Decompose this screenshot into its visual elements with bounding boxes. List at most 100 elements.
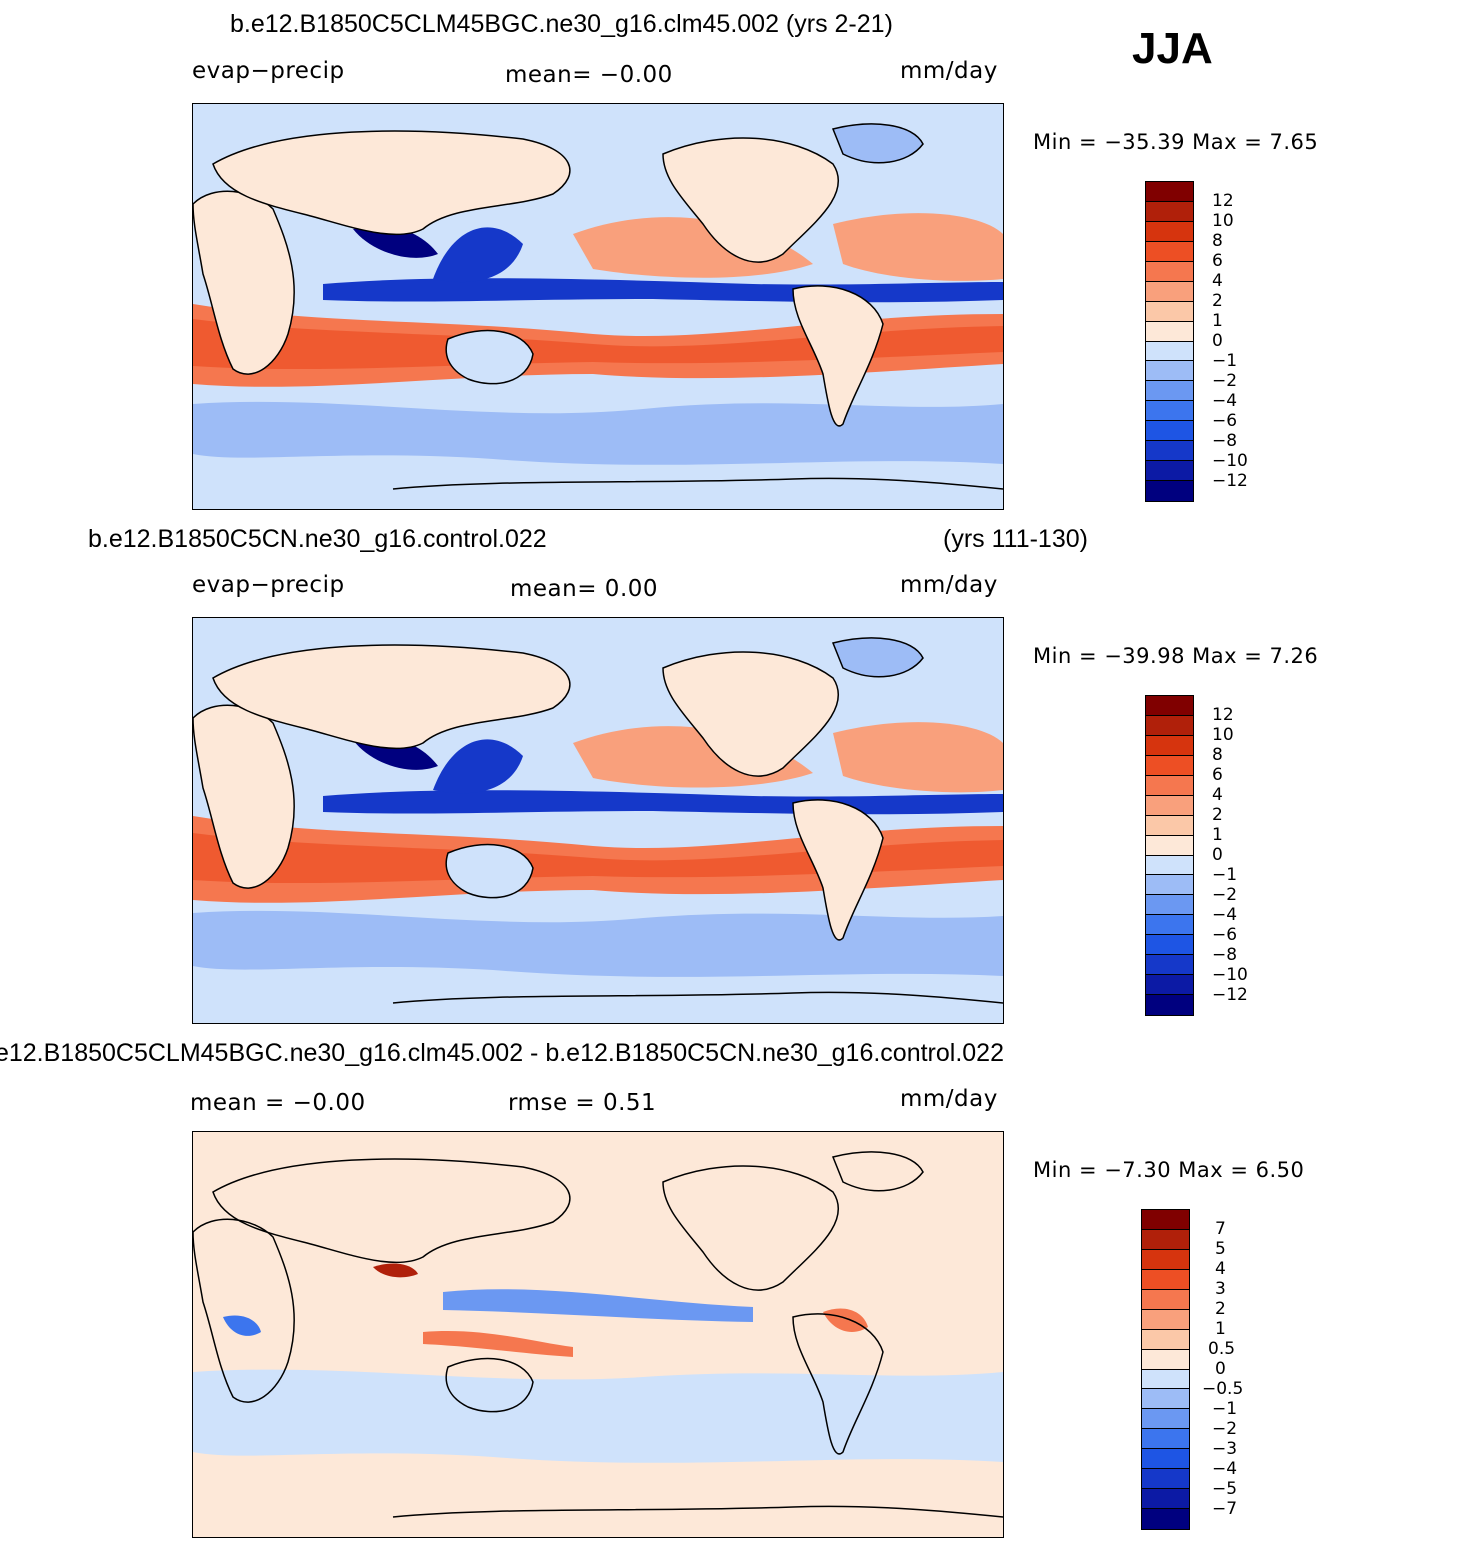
panel1-mean-label: mean= −0.00 [505,62,673,88]
panel2-tick: 10 [1212,725,1234,745]
panel3-itcz-diff [443,1289,753,1322]
panel3-spcz-diff [423,1330,573,1357]
panel3-north-america [662,1165,840,1291]
colorbar-bin [1142,1309,1189,1330]
colorbar-bin [1146,795,1193,816]
panel1-monsoon-core [353,225,438,258]
colorbar-bin [1142,1469,1189,1490]
panel2-years: (yrs 111-130) [943,525,1088,553]
colorbar-bin [1142,1509,1189,1529]
panel2-tick: 6 [1212,765,1223,785]
colorbar-bin [1146,281,1193,302]
panel3-eurasia [212,1158,571,1264]
panel2-natl-high [833,722,1003,793]
colorbar-bin [1142,1210,1189,1230]
panel3-tick: 4 [1215,1259,1226,1279]
panel2-variable-label: evap−precip [192,572,345,598]
panel2-minmax: Min = −39.98 Max = 7.26 [1033,644,1319,668]
panel2-south-belt-core [193,833,1003,884]
panel3-tibet-diff [373,1263,418,1278]
panel1-tick: −2 [1212,371,1238,391]
panel2-tick: −12 [1212,985,1248,1005]
panel3-amazon-diff [823,1308,868,1332]
panel3-map-svg [193,1132,1003,1537]
colorbar-bin [1146,955,1193,976]
panel2-eurasia [212,644,571,750]
panel1-minmax: Min = −35.39 Max = 7.65 [1033,130,1319,154]
colorbar-bin [1146,855,1193,876]
panel3-tick: 0.5 [1208,1339,1236,1359]
colorbar-bin [1146,975,1193,996]
panel3-greenland [831,1151,924,1192]
colorbar-bin [1142,1389,1189,1410]
panel1-tick: −1 [1212,351,1238,371]
colorbar-bin [1142,1329,1189,1350]
season-label: JJA [1132,24,1213,73]
panel2-tick: −6 [1212,925,1238,945]
colorbar-bin [1146,182,1193,202]
panel3-title: b.e12.B1850C5CLM45BGC.ne30_g16.clm45.002… [0,1039,1004,1067]
colorbar-bin [1146,815,1193,836]
panel3-rmse-label: rmse = 0.51 [508,1090,657,1116]
colorbar-bin [1142,1269,1189,1290]
panel2-greenland [831,637,924,678]
colorbar-bin [1146,201,1193,222]
panel3-tick: −5 [1212,1479,1238,1499]
colorbar-bin [1146,775,1193,796]
panel2-southern-band [193,910,1003,977]
panel2-tick: 12 [1212,705,1234,725]
panel3-mean-label: mean = −0.00 [190,1090,366,1116]
panel2-tick: −1 [1212,865,1238,885]
colorbar-bin [1146,301,1193,322]
panel3-tick: 0 [1215,1359,1226,1379]
panel1-tick: −10 [1212,451,1248,471]
panel1-colorbar [1145,181,1194,502]
panel1-tick: 2 [1212,291,1223,311]
panel3-tick: 3 [1215,1279,1226,1299]
colorbar-bin [1146,835,1193,856]
panel3-tick: 2 [1215,1299,1226,1319]
panel1-tick: 1 [1212,311,1223,331]
colorbar-bin [1146,735,1193,756]
panel3-tick: −4 [1212,1459,1238,1479]
panel2-tick: 8 [1212,745,1223,765]
panel1-colorbar-segments [1146,182,1193,501]
panel1-tick: −12 [1212,471,1248,491]
panel2-title: b.e12.B1850C5CN.ne30_g16.control.022 [88,525,547,553]
panel2-tick: −2 [1212,885,1238,905]
colorbar-bin [1146,441,1193,462]
panel2-tick: 1 [1212,825,1223,845]
colorbar-bin [1142,1449,1189,1470]
panel3-title-clip: b.e12.B1850C5CLM45BGC.ne30_g16.clm45.002… [0,1035,1010,1075]
panel1-tick: −8 [1212,431,1238,451]
colorbar-bin [1146,261,1193,282]
panel1-map-svg [193,104,1003,509]
panel3-tick: −0.5 [1202,1379,1244,1399]
panel3-units-label: mm/day [900,1086,998,1112]
panel1-tick: 12 [1212,191,1234,211]
panel2-south-america [792,799,884,941]
panel1-colorbar-labels: 12 10 8 6 4 2 1 0 −1 −2 −4 −6 −8 −10 −12 [1212,191,1272,501]
panel3-southern-band [193,1369,1003,1463]
panel2-tick: 4 [1212,785,1223,805]
panel3-tick: 1 [1215,1319,1226,1339]
panel1-tick: 8 [1212,231,1223,251]
panel2-australia [445,843,534,899]
colorbar-bin [1146,995,1193,1015]
panel2-tick: −4 [1212,905,1238,925]
colorbar-bin [1146,461,1193,482]
panel3-africa-diff [223,1315,261,1336]
colorbar-bin [1142,1409,1189,1430]
panel1-greenland [831,123,924,164]
colorbar-bin [1142,1229,1189,1250]
panel2-map [192,617,1004,1024]
panel1-natl-high [833,213,1003,281]
panel1-tick: 10 [1212,211,1234,231]
panel3-tick: −2 [1212,1419,1238,1439]
colorbar-bin [1142,1429,1189,1450]
panel2-tick: −10 [1212,965,1248,985]
colorbar-bin [1146,401,1193,422]
panel2-north-america [662,651,840,777]
panel1-antarctica-coast [392,477,1003,490]
colorbar-bin [1146,241,1193,262]
